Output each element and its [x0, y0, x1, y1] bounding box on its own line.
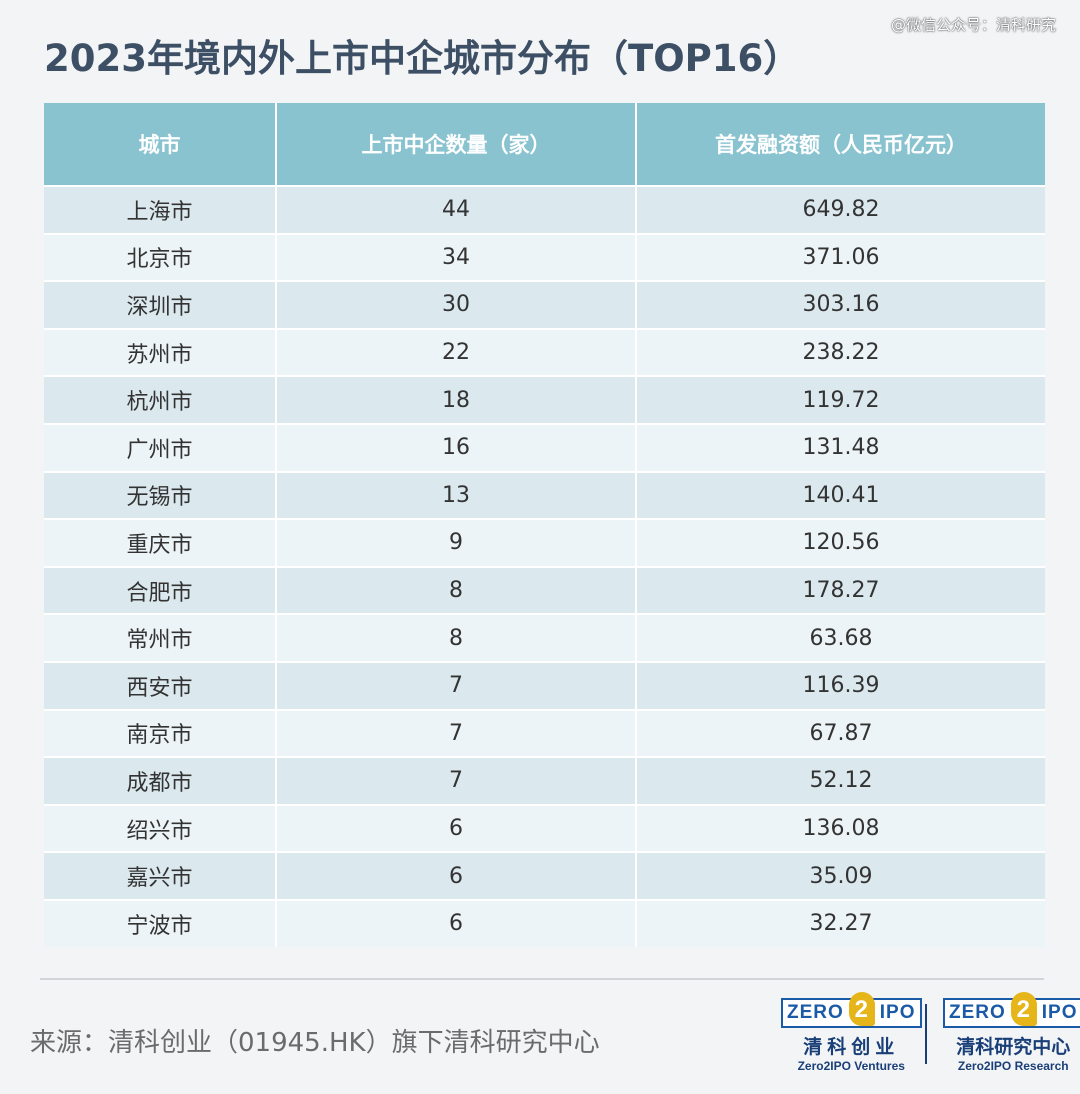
table-row: 宁波市 6 32.27 — [44, 898, 1045, 947]
cell-count: 7 — [276, 756, 637, 805]
cell-financing: 140.41 — [636, 470, 1045, 520]
cell-city: 广州市 — [44, 422, 277, 472]
table-row: 西安市 7 116.39 — [44, 660, 1045, 710]
table-row: 深圳市 30 303.16 — [44, 280, 1045, 329]
cell-count: 6 — [276, 851, 637, 900]
cell-count: 8 — [276, 613, 637, 662]
cell-count: 6 — [276, 898, 637, 947]
column-header-financing: 首发融资额（人民币亿元） — [636, 103, 1045, 186]
cell-count: 18 — [276, 375, 637, 424]
logo-text-left: ZERO — [949, 1002, 1006, 1023]
cell-city: 上海市 — [44, 185, 277, 234]
footer-divider — [40, 978, 1044, 980]
logo-box: ZERO 2 IPO — [781, 992, 922, 1028]
cell-count: 13 — [276, 470, 637, 520]
table-row: 合肥市 8 178.27 — [44, 565, 1045, 615]
data-table: 城市 上市中企数量（家） 首发融资额（人民币亿元） 上海市 44 649.82 北京市… — [44, 103, 1045, 947]
cell-financing: 116.39 — [636, 660, 1045, 710]
logo-box: ZERO 2 IPO — [943, 992, 1080, 1028]
cell-count: 6 — [276, 803, 637, 853]
cell-financing: 649.82 — [636, 185, 1045, 234]
cell-city: 苏州市 — [44, 327, 277, 377]
cell-city: 北京市 — [44, 232, 277, 282]
cell-count: 7 — [276, 708, 637, 758]
table-row: 广州市 16 131.48 — [44, 422, 1045, 472]
cell-financing: 52.12 — [636, 756, 1045, 805]
cell-city: 南京市 — [44, 708, 277, 758]
logo-text-left: ZERO — [787, 1002, 844, 1023]
logo-text-right: IPO — [1041, 1002, 1078, 1023]
table-row: 成都市 7 52.12 — [44, 756, 1045, 805]
logo-text-mid: 2 — [848, 992, 875, 1026]
table-row: 重庆市 9 120.56 — [44, 518, 1045, 567]
cell-financing: 35.09 — [636, 851, 1045, 900]
logo-text-mid: 2 — [1010, 992, 1037, 1026]
cell-city: 重庆市 — [44, 518, 277, 567]
table-row: 常州市 8 63.68 — [44, 613, 1045, 662]
logo-text-right: IPO — [879, 1002, 916, 1023]
cell-financing: 303.16 — [636, 280, 1045, 329]
table-row: 北京市 34 371.06 — [44, 232, 1045, 282]
cell-count: 16 — [276, 422, 637, 472]
cell-city: 宁波市 — [44, 898, 277, 947]
cell-count: 34 — [276, 232, 637, 282]
zero2ipo-research-logo: ZERO 2 IPO 清科研究中心 Zero2IPO Research — [943, 992, 1080, 1073]
logo-cn-label: 清科创业 — [803, 1036, 900, 1058]
table-row: 杭州市 18 119.72 — [44, 375, 1045, 424]
cell-city: 无锡市 — [44, 470, 277, 520]
table-row: 苏州市 22 238.22 — [44, 327, 1045, 377]
cell-count: 44 — [276, 185, 637, 234]
cell-city: 绍兴市 — [44, 803, 277, 853]
cell-count: 30 — [276, 280, 637, 329]
cell-financing: 119.72 — [636, 375, 1045, 424]
table-header-row: 城市 上市中企数量（家） 首发融资额（人民币亿元） — [44, 103, 1045, 186]
cell-city: 西安市 — [44, 660, 277, 710]
cell-count: 7 — [276, 660, 637, 710]
cell-financing: 136.08 — [636, 803, 1045, 853]
cell-financing: 178.27 — [636, 565, 1045, 615]
chart-title: 2023年境内外上市中企城市分布（TOP16） — [44, 37, 801, 80]
cell-financing: 238.22 — [636, 327, 1045, 377]
cell-city: 杭州市 — [44, 375, 277, 424]
table-row: 南京市 7 67.87 — [44, 708, 1045, 758]
logo-en-label: Zero2IPO Ventures — [797, 1059, 905, 1073]
cell-financing: 371.06 — [636, 232, 1045, 282]
source-note: 来源：清科创业（01945.HK）旗下清科研究中心 — [30, 1028, 600, 1058]
cell-city: 嘉兴市 — [44, 851, 277, 900]
cell-city: 深圳市 — [44, 280, 277, 329]
watermark: @微信公众号：清科研究 — [890, 16, 1056, 34]
column-header-city: 城市 — [44, 103, 277, 186]
cell-financing: 131.48 — [636, 422, 1045, 472]
logo-cn-label: 清科研究中心 — [956, 1036, 1071, 1058]
logo-en-label: Zero2IPO Research — [957, 1059, 1069, 1073]
table-row: 无锡市 13 140.41 — [44, 470, 1045, 520]
cell-financing: 63.68 — [636, 613, 1045, 662]
logo-separator — [925, 1004, 927, 1064]
table-body: 上海市 44 649.82 北京市 34 371.06 深圳市 30 303.16 苏州市 22 23… — [44, 185, 1045, 947]
cell-financing: 67.87 — [636, 708, 1045, 758]
table-row: 绍兴市 6 136.08 — [44, 803, 1045, 853]
zero2ipo-ventures-logo: ZERO 2 IPO 清科创业 Zero2IPO Ventures — [781, 992, 922, 1073]
cell-city: 合肥市 — [44, 565, 277, 615]
cell-count: 22 — [276, 327, 637, 377]
cell-count: 9 — [276, 518, 637, 567]
cell-city: 成都市 — [44, 756, 277, 805]
cell-financing: 32.27 — [636, 898, 1045, 947]
table-row: 上海市 44 649.82 — [44, 185, 1045, 234]
cell-count: 8 — [276, 565, 637, 615]
table-row: 嘉兴市 6 35.09 — [44, 851, 1045, 900]
column-header-count: 上市中企数量（家） — [276, 103, 637, 186]
cell-financing: 120.56 — [636, 518, 1045, 567]
cell-city: 常州市 — [44, 613, 277, 662]
